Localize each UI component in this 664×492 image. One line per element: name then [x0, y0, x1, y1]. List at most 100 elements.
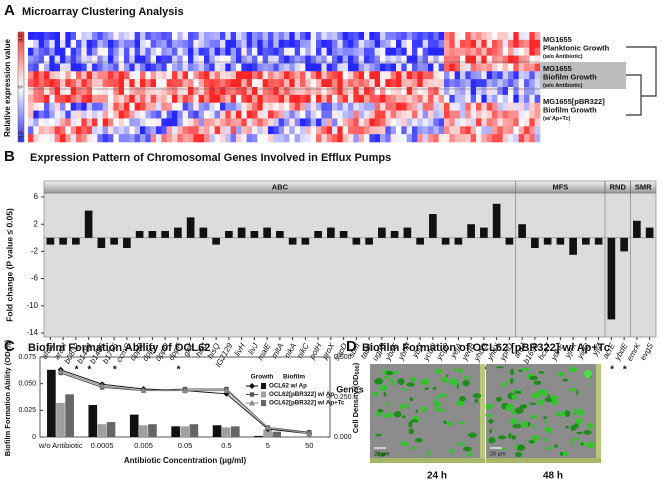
heat-cell: [294, 94, 301, 104]
heat-cell: [140, 126, 146, 135]
dendrogram-branch: [626, 74, 642, 116]
heat-cell: [476, 94, 482, 104]
heat-cell: [129, 126, 135, 135]
heat-cell: [129, 32, 135, 41]
heat-cell: [481, 39, 487, 49]
heat-cell: [326, 94, 333, 104]
panel-letter: B: [4, 148, 15, 165]
heat-cell: [44, 126, 50, 135]
heat-cell: [524, 47, 530, 56]
heat-cell: [342, 134, 349, 143]
heat-cell: [486, 126, 493, 135]
heat-cell: [374, 47, 381, 56]
heat-cell: [188, 32, 194, 41]
cell-cluster: [564, 410, 571, 417]
heat-cell: [364, 110, 370, 119]
heat-cell: [310, 71, 317, 80]
heat-cell: [204, 134, 210, 143]
heat-cell: [310, 39, 317, 49]
heat-cell: [332, 102, 338, 111]
bar: [135, 231, 144, 238]
heat-cell: [38, 55, 45, 64]
heat-cell: [369, 79, 375, 88]
heat-cell: [364, 71, 370, 80]
heat-cell: [209, 94, 215, 104]
heat-cell: [534, 87, 541, 96]
heat-cell: [449, 32, 455, 41]
heat-cell: [348, 110, 354, 119]
heat-cell: [76, 126, 82, 135]
heat-cell: [300, 47, 306, 56]
heat-cell: [134, 79, 141, 88]
heat-cell: [252, 87, 258, 96]
y-axis-label: Biofilm Formation Ability (OD570): [3, 339, 13, 456]
cell-cluster: [375, 433, 382, 437]
heat-cell: [465, 55, 471, 64]
heat-cell: [198, 47, 205, 56]
heat-cell: [444, 118, 450, 127]
heat-cell: [188, 63, 194, 72]
heat-cell: [342, 32, 349, 41]
heat-cell: [129, 134, 135, 143]
heat-cell: [86, 118, 93, 127]
heat-cell: [529, 102, 535, 111]
heat-cell: [246, 134, 253, 143]
heat-cell: [257, 126, 263, 135]
heat-cell: [113, 102, 119, 111]
heat-cell: [76, 134, 82, 143]
heat-cell: [310, 134, 317, 143]
cell-cluster: [511, 435, 517, 440]
heat-cell: [150, 79, 157, 88]
heat-cell: [70, 118, 77, 127]
heat-cell: [460, 118, 466, 127]
heat-cell: [262, 55, 269, 64]
heat-cell: [204, 47, 210, 56]
heat-cell: [348, 63, 354, 72]
heat-cell: [428, 118, 434, 127]
cell-cluster: [580, 442, 584, 446]
cell-cluster: [463, 376, 471, 379]
cell-cluster: [397, 378, 405, 386]
heat-cell: [534, 55, 541, 64]
heat-cell: [385, 63, 391, 72]
micrograph-edge: [370, 458, 485, 463]
time-label: 48 h: [543, 471, 563, 482]
heat-cell: [65, 63, 71, 72]
heat-cell: [502, 134, 509, 143]
heat-cell: [236, 126, 242, 135]
heat-cell: [353, 134, 359, 143]
heat-cell: [401, 79, 407, 88]
heat-cell: [316, 55, 322, 64]
heat-cell: [44, 71, 50, 80]
heat-cell: [364, 63, 370, 72]
heat-cell: [364, 118, 370, 127]
heat-cell: [428, 32, 434, 41]
heat-cell: [156, 94, 162, 104]
heat-cell: [534, 63, 541, 72]
heat-cell: [348, 47, 354, 56]
time-label: 24 h: [427, 471, 447, 482]
heat-cell: [492, 110, 498, 119]
heat-cell: [38, 118, 45, 127]
heat-cell: [396, 126, 402, 135]
bar: [139, 425, 148, 437]
heat-cell: [438, 94, 445, 104]
heat-cell: [524, 32, 530, 41]
heat-cell: [396, 94, 402, 104]
heat-cell: [278, 79, 285, 88]
heat-cell: [332, 134, 338, 143]
heat-cell: [332, 110, 338, 119]
heat-cell: [518, 102, 525, 111]
heat-cell: [326, 79, 333, 88]
heat-cell: [166, 134, 173, 143]
heat-cell: [284, 87, 290, 96]
heat-cell: [214, 32, 221, 41]
heat-cell: [70, 71, 77, 80]
heat-cell: [524, 63, 530, 72]
cell-cluster: [489, 428, 493, 434]
heat-cell: [481, 79, 487, 88]
heat-cell: [54, 134, 61, 143]
heat-cell: [385, 32, 391, 41]
heat-cell: [428, 94, 434, 104]
heat-cell: [28, 71, 34, 80]
